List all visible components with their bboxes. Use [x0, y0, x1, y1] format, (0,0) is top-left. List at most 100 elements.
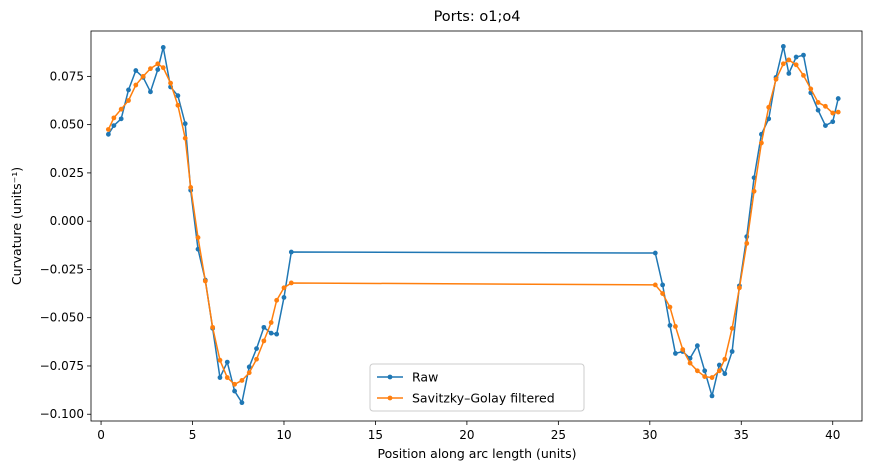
- x-tick-label: 15: [368, 428, 383, 442]
- data-point: [254, 356, 259, 362]
- data-point: [274, 297, 280, 303]
- data-point: [168, 80, 173, 86]
- x-tick-label: 25: [551, 428, 566, 442]
- data-point: [195, 235, 201, 240]
- data-point: [155, 67, 161, 73]
- data-point: [709, 393, 715, 399]
- data-point: [766, 104, 772, 110]
- data-point: [281, 285, 287, 291]
- data-point: [673, 324, 678, 329]
- legend-entry: Raw: [412, 370, 438, 385]
- data-point: [786, 71, 792, 76]
- y-tick-label: 0.000: [50, 214, 84, 228]
- data-point: [737, 285, 742, 291]
- data-point: [744, 240, 750, 246]
- data-point: [105, 127, 111, 132]
- data-point: [175, 102, 181, 108]
- data-point: [148, 66, 153, 72]
- data-point: [105, 131, 111, 137]
- data-point: [759, 140, 764, 146]
- plot-area: 0 5 10 15 20 25 30 35 40 −0.100 −0.075 −0.050 −0.025…: [40, 30, 863, 442]
- data-point: [133, 82, 139, 88]
- data-point: [133, 68, 139, 73]
- data-point: [175, 93, 181, 99]
- legend-marker: [387, 395, 393, 401]
- data-point: [660, 282, 666, 288]
- data-point: [830, 110, 836, 116]
- data-point: [716, 368, 722, 374]
- data-point: [160, 65, 166, 71]
- chart-title: Ports: o1;o4: [434, 9, 521, 25]
- data-point: [126, 98, 131, 103]
- data-point: [780, 61, 786, 67]
- data-point: [155, 61, 161, 67]
- data-point: [268, 320, 274, 325]
- data-point: [702, 374, 708, 379]
- data-point: [217, 375, 223, 380]
- data-point: [680, 347, 686, 352]
- data-point: [652, 250, 658, 256]
- data-point: [687, 360, 693, 366]
- legend-box: [369, 363, 585, 412]
- x-tick-label: 30: [642, 428, 657, 442]
- data-point: [793, 54, 799, 60]
- data-point: [288, 280, 294, 286]
- y-tick-label: 0.025: [50, 166, 84, 180]
- series-line: [107, 59, 839, 386]
- data-point: [288, 249, 294, 255]
- data-point: [202, 278, 208, 284]
- x-tick-label: 5: [189, 428, 197, 442]
- data-point: [210, 324, 216, 330]
- data-point: [709, 375, 715, 380]
- data-point: [660, 291, 666, 296]
- data-point: [722, 356, 728, 362]
- data-point: [786, 57, 792, 63]
- data-point: [239, 378, 245, 383]
- data-point: [246, 370, 252, 376]
- data-point: [815, 107, 821, 113]
- data-point: [160, 45, 166, 50]
- data-point: [773, 76, 779, 82]
- series-0: [105, 44, 841, 406]
- y-tick-label: −0.075: [40, 359, 84, 373]
- data-point: [126, 87, 131, 93]
- y-tick-label: −0.100: [40, 407, 84, 421]
- x-tick-label: 40: [825, 428, 840, 442]
- data-point: [224, 359, 230, 365]
- y-axis-label: Curvature (units⁻¹): [9, 167, 24, 285]
- data-point: [232, 388, 237, 394]
- data-point: [729, 325, 735, 331]
- data-point: [118, 116, 124, 122]
- data-point: [716, 362, 722, 368]
- data-point: [722, 371, 728, 377]
- data-point: [217, 357, 223, 363]
- x-tick-label: 20: [459, 428, 474, 442]
- data-point: [801, 52, 806, 58]
- legend: Raw Savitzky–Golay filtered: [369, 363, 585, 412]
- data-point: [766, 116, 772, 122]
- data-point: [702, 368, 708, 374]
- data-point: [140, 73, 146, 79]
- data-point: [815, 100, 821, 105]
- x-tick-label: 10: [276, 428, 291, 442]
- plot-frame: [90, 30, 863, 422]
- data-point: [188, 184, 194, 190]
- data-point: [667, 323, 673, 328]
- data-point: [274, 331, 280, 337]
- x-tick-label: 35: [734, 428, 749, 442]
- data-point: [232, 381, 237, 387]
- y-tick-label: 0.075: [50, 69, 84, 83]
- data-point: [261, 324, 267, 330]
- data-point: [268, 330, 274, 336]
- y-tick-label: −0.050: [40, 311, 84, 325]
- data-point: [694, 343, 700, 349]
- data-point: [835, 96, 841, 101]
- data-point: [801, 73, 806, 78]
- data-point: [254, 346, 259, 351]
- series-1: [105, 57, 841, 387]
- data-point: [694, 368, 700, 374]
- data-point: [830, 119, 836, 125]
- data-point: [729, 349, 735, 354]
- y-tick-label: 0.050: [50, 118, 84, 132]
